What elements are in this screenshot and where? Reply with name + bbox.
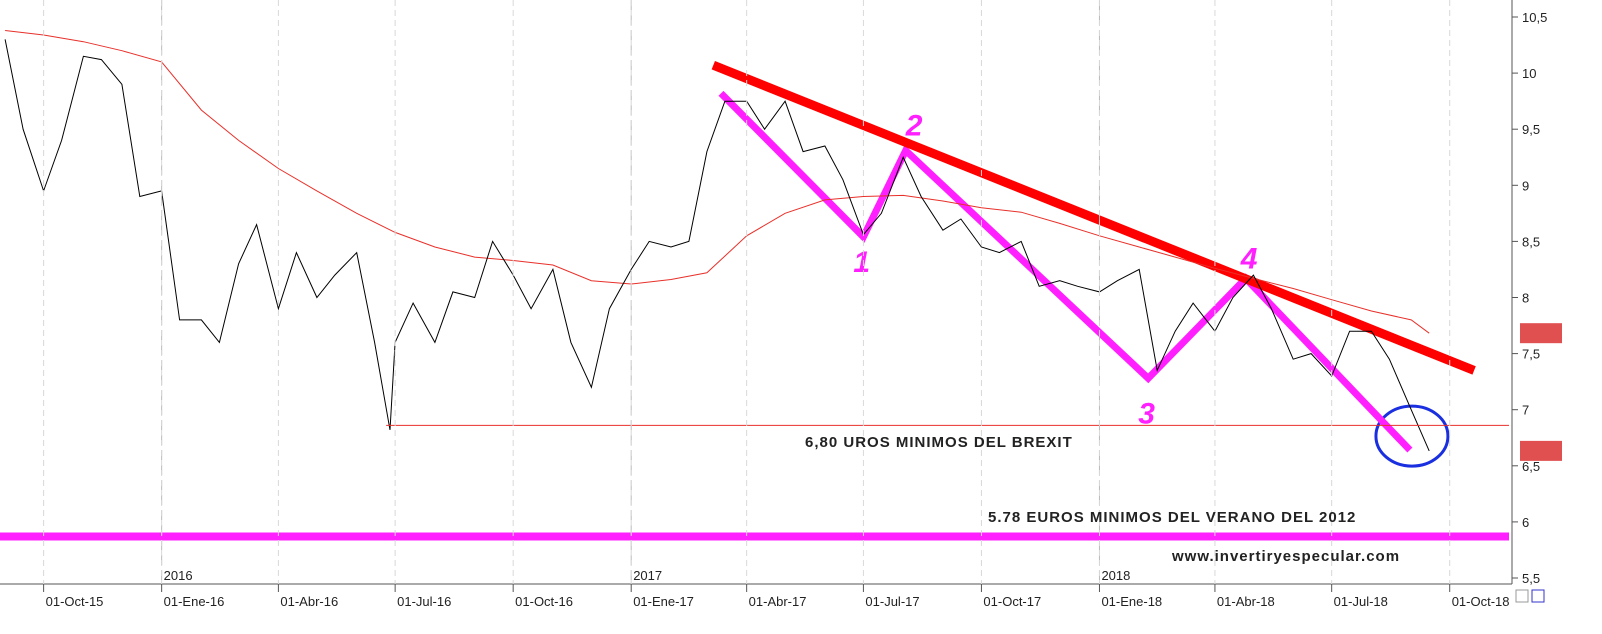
x-tick-label: 01-Jul-16 [397, 594, 451, 609]
y-tick-label: 6,5 [1522, 459, 1540, 474]
y-tick-label: 10 [1522, 66, 1536, 81]
x-tick-label: 01-Jul-18 [1334, 594, 1388, 609]
x-tick-label: 01-Oct-15 [46, 594, 104, 609]
y-tick-label: 7 [1522, 403, 1529, 418]
trendline [711, 61, 1476, 375]
x-tick-label: 01-Ene-16 [164, 594, 225, 609]
x-tick-label: 01-Oct-18 [1452, 594, 1510, 609]
toolbar-icon[interactable] [1515, 589, 1529, 603]
series-line [5, 30, 1430, 334]
annotation: 5.78 EUROS MINIMOS DEL VERANO DEL 2012 [988, 509, 1356, 526]
x-tick-label: 01-Abr-16 [280, 594, 338, 609]
y-tick-label: 6 [1522, 515, 1529, 530]
y-tick-label: 9 [1522, 178, 1529, 193]
x-tick-label: 01-Oct-16 [515, 594, 573, 609]
annotation: 6,80 UROS MINIMOS DEL BREXIT [805, 434, 1073, 451]
y-axis-panel [1512, 0, 1602, 629]
y-tick-label: 8 [1522, 291, 1529, 306]
x-tick-label: 01-Oct-17 [983, 594, 1041, 609]
y-tick-label: 9,5 [1522, 122, 1540, 137]
x-tick-label: 01-Ene-18 [1101, 594, 1162, 609]
zigzag-label: 3 [1138, 397, 1155, 430]
x-tick-label: 01-Jul-17 [865, 594, 919, 609]
toolbar-icon[interactable] [1531, 589, 1545, 603]
y-tick-label: 5,5 [1522, 571, 1540, 586]
x-tick-label: 01-Ene-17 [633, 594, 694, 609]
highlight-circle [1374, 404, 1450, 468]
year-label: 2016 [164, 568, 193, 583]
y-tick-label: 10,5 [1522, 10, 1547, 25]
last-value-box [1520, 323, 1562, 344]
series-line [4, 39, 1430, 452]
zigzag-label: 2 [905, 110, 923, 143]
annotation: www.invertiryespecular.com [1171, 548, 1400, 565]
x-tick-label: 01-Abr-18 [1217, 594, 1275, 609]
x-tick-label: 01-Abr-17 [749, 594, 807, 609]
last-value-box [1520, 440, 1562, 461]
y-tick-label: 7,5 [1522, 347, 1540, 362]
year-label: 2017 [633, 568, 662, 583]
zigzag [718, 90, 1413, 453]
zigzag-label: 4 [1240, 242, 1258, 275]
zigzag-label: 1 [853, 246, 870, 279]
year-label: 2018 [1101, 568, 1130, 583]
y-tick-label: 8,5 [1522, 234, 1540, 249]
